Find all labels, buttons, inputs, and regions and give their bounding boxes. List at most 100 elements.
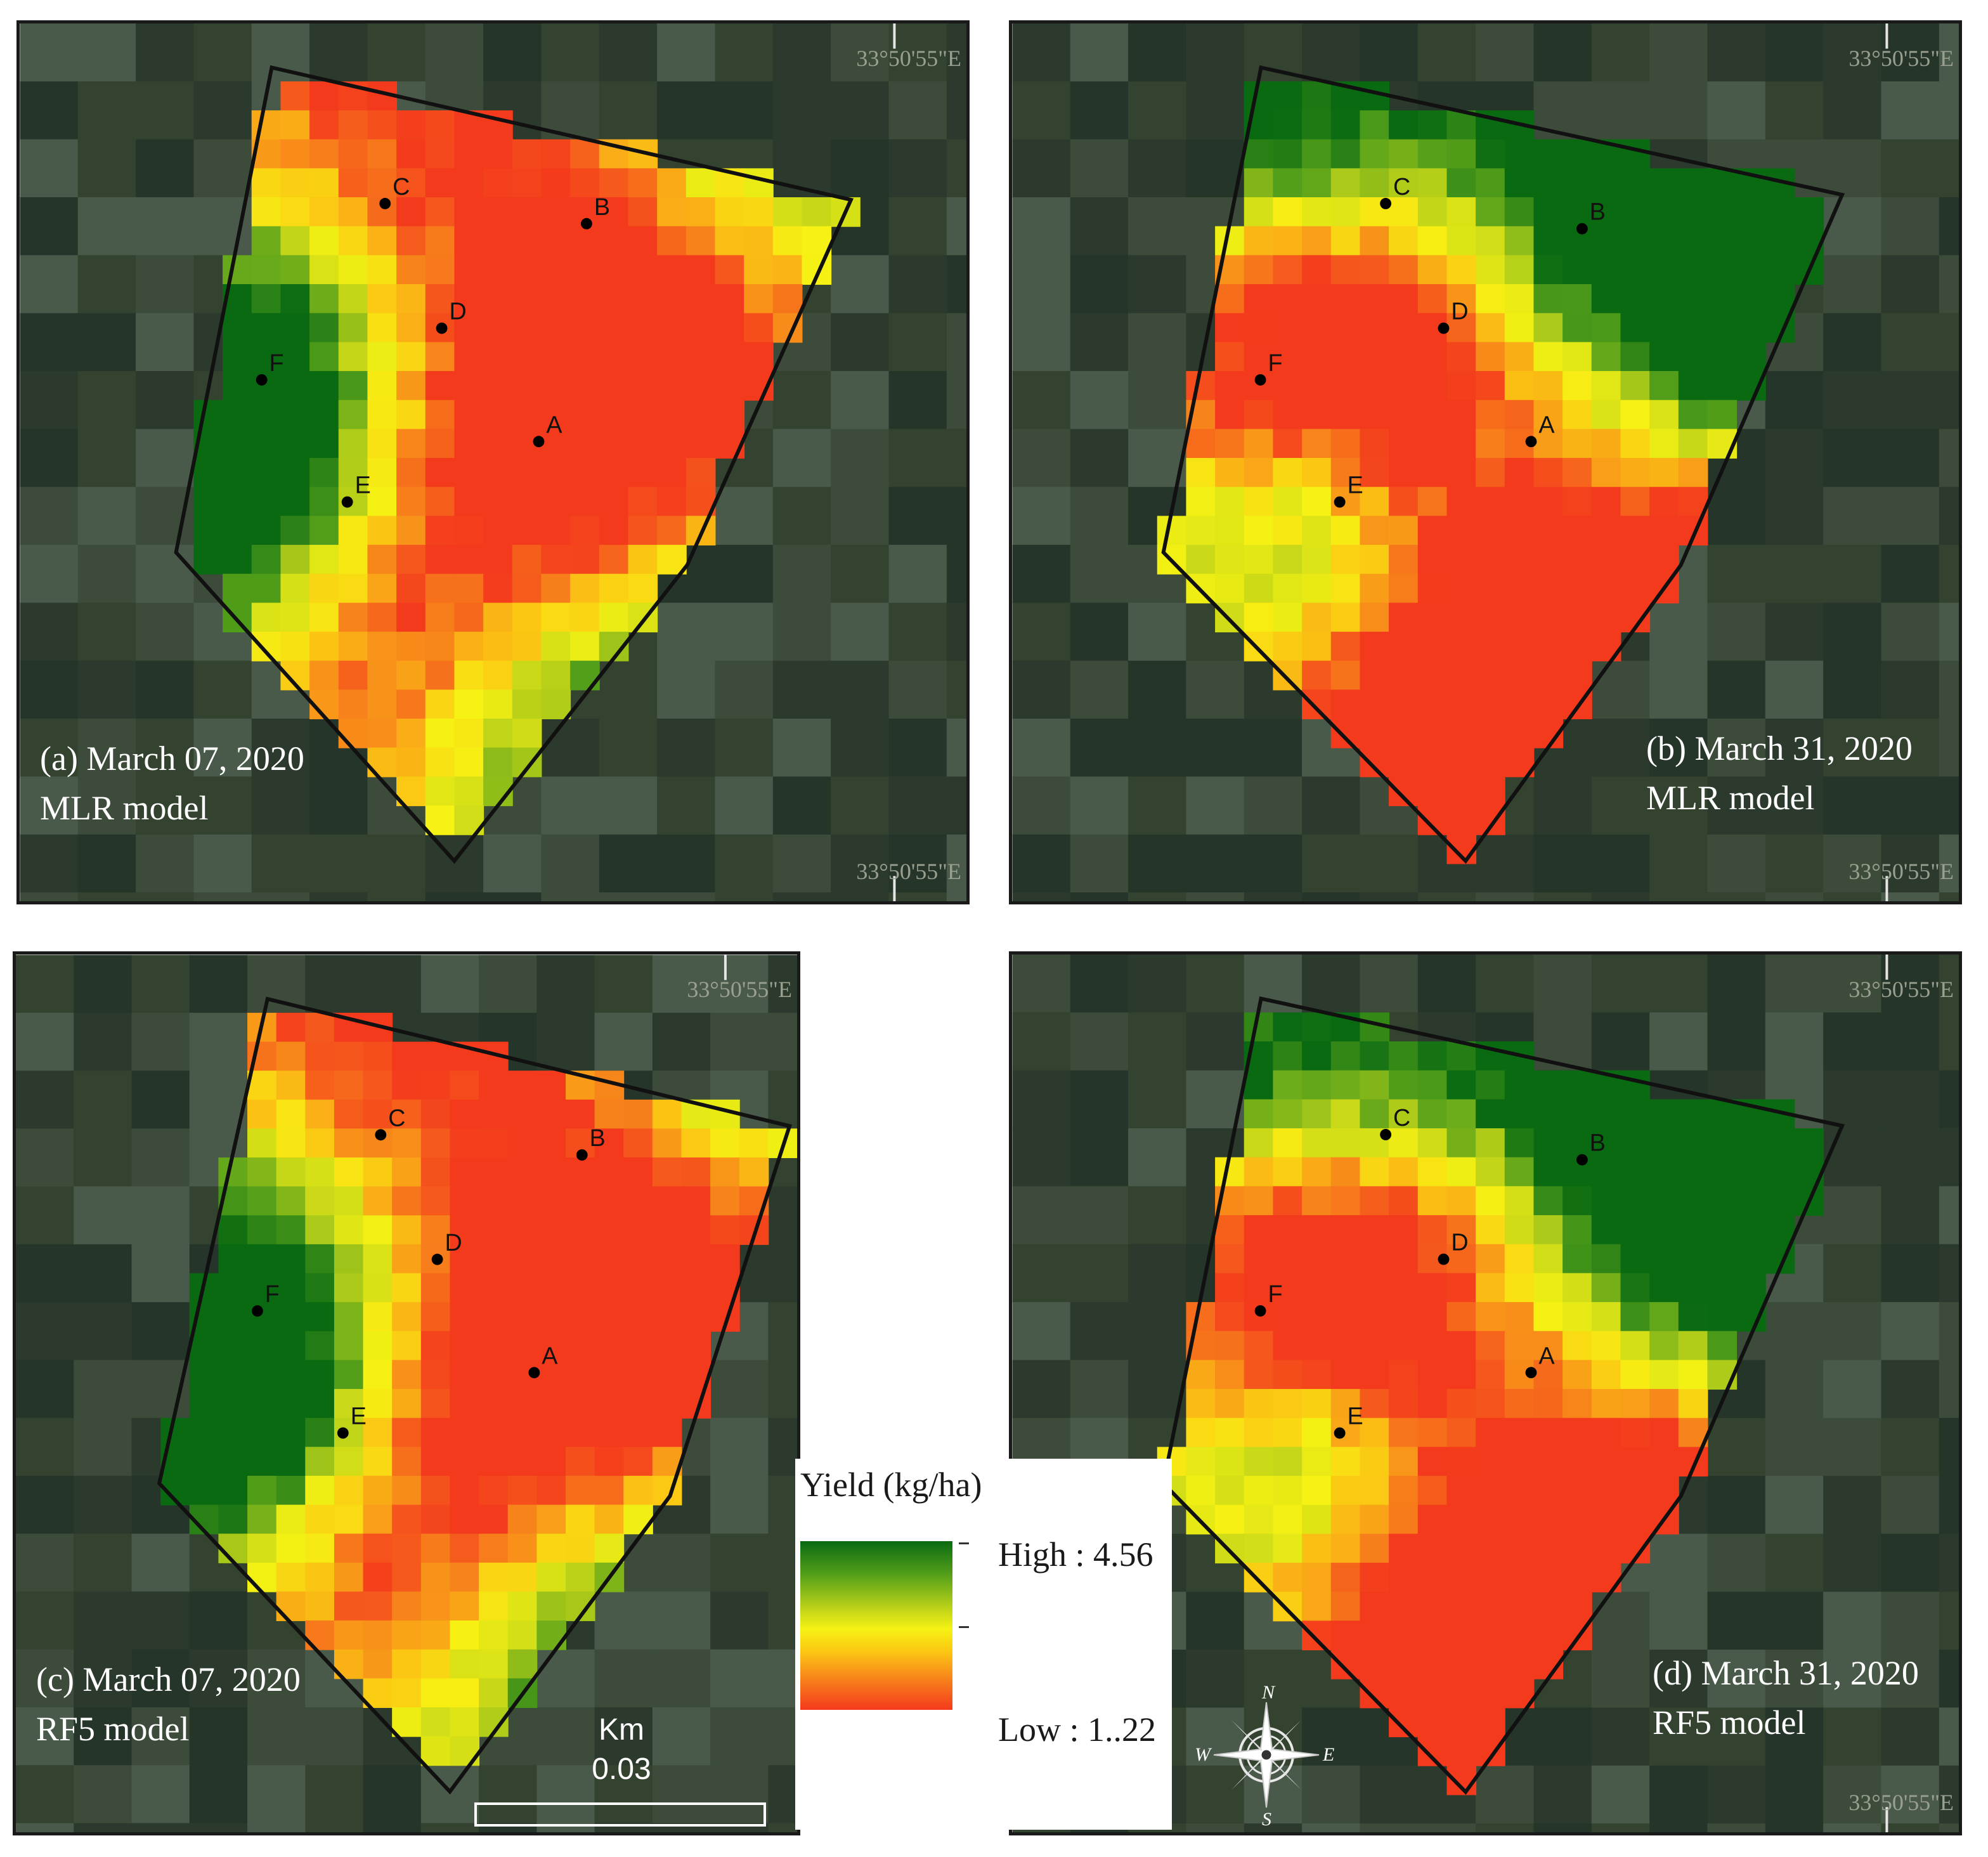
- yield-pixel: [276, 1360, 306, 1390]
- yield-pixel: [628, 255, 658, 285]
- yield-pixel: [1273, 1563, 1303, 1593]
- yield-pixel: [1330, 632, 1361, 661]
- yield-pixel: [425, 342, 455, 372]
- yield-pixel: [1736, 1215, 1766, 1245]
- sample-point-b: [576, 1149, 588, 1161]
- yield-pixel: [450, 1620, 480, 1650]
- yield-pixel: [1273, 284, 1303, 314]
- yield-pixel: [512, 719, 542, 748]
- yield-pixel: [1562, 1244, 1592, 1274]
- yield-pixel: [450, 1591, 480, 1622]
- yield-pixel: [1417, 1736, 1448, 1766]
- yield-pixel: [1215, 516, 1245, 546]
- yield-pixel: [1562, 632, 1592, 661]
- yield-pixel: [1504, 1128, 1535, 1158]
- yield-pixel: [715, 313, 745, 343]
- yield-pixel: [425, 139, 455, 169]
- yield-pixel: [1360, 1070, 1390, 1100]
- yield-pixel: [338, 371, 368, 401]
- yield-pixel: [1302, 660, 1332, 691]
- yield-pixel: [1620, 1128, 1651, 1158]
- yield-pixel: [1389, 1331, 1419, 1361]
- yield-pixel: [396, 429, 426, 459]
- yield-pixel: [1273, 1331, 1303, 1361]
- yield-pixel: [1591, 1331, 1621, 1361]
- yield-pixel: [483, 371, 513, 401]
- yield-pixel: [338, 573, 368, 604]
- yield-pixel: [193, 400, 224, 430]
- yield-pixel: [1649, 1186, 1679, 1216]
- yield-pixel: [744, 284, 774, 314]
- yield-pixel: [251, 197, 282, 227]
- sample-point-label-c: C: [1393, 173, 1410, 200]
- yield-pixel: [223, 342, 252, 372]
- yield-pixel: [1476, 429, 1505, 459]
- yield-pixel: [1273, 632, 1303, 661]
- yield-pixel: [628, 458, 658, 488]
- yield-pixel: [1707, 1273, 1738, 1303]
- yield-pixel: [280, 371, 311, 401]
- yield-pixel: [454, 545, 484, 575]
- yield-pixel: [1360, 1215, 1390, 1245]
- yield-pixel: [1562, 1447, 1592, 1477]
- yield-pixel: [1476, 689, 1505, 720]
- yield-pixel: [1417, 689, 1448, 720]
- sample-points: A B C D E F: [1254, 173, 1606, 508]
- yield-pixel: [1620, 342, 1651, 372]
- yield-pixel: [392, 1562, 422, 1593]
- sample-point-label-f: F: [1268, 1280, 1282, 1307]
- sample-point-f: [251, 1305, 263, 1317]
- yield-pixel: [1620, 1476, 1651, 1506]
- yield-pixel: [1620, 1389, 1651, 1419]
- yield-pixel: [1620, 1244, 1651, 1274]
- yield-pixel: [1446, 168, 1477, 199]
- yield-pixel: [1562, 1128, 1592, 1158]
- yield-pixel: [247, 1534, 277, 1563]
- yield-pixel: [1620, 1417, 1651, 1448]
- yield-pixel: [710, 1244, 740, 1274]
- yield-pixel: [1533, 1157, 1564, 1187]
- yield-pixel: [1186, 1447, 1216, 1477]
- yield-pixel: [570, 458, 600, 488]
- yield-pixel: [628, 226, 658, 256]
- yield-pixel: [1244, 516, 1274, 546]
- yield-pixel: [450, 1360, 480, 1390]
- yield-pixel: [483, 573, 513, 604]
- yield-pixel: [1273, 1128, 1303, 1158]
- yield-pixel: [1678, 1360, 1708, 1390]
- yield-pixel: [392, 1360, 422, 1390]
- yield-pixel: [681, 1157, 711, 1187]
- yield-pixel: [338, 429, 368, 459]
- yield-pixel: [1417, 719, 1448, 748]
- yield-pixel: [507, 1273, 538, 1303]
- legend-color-ramp: [800, 1541, 952, 1710]
- yield-pixel: [1330, 1504, 1361, 1535]
- yield-pixel: [1273, 1070, 1303, 1100]
- yield-pixel: [652, 1215, 682, 1245]
- yield-pixel: [1302, 226, 1332, 256]
- yield-pixel: [628, 371, 658, 401]
- graticule-tick: [893, 23, 896, 49]
- yield-pixel: [479, 1504, 509, 1535]
- yield-pixel: [1389, 1186, 1419, 1216]
- yield-pixel: [1736, 371, 1766, 401]
- yield-pixel: [628, 400, 658, 430]
- yield-pixel: [363, 1620, 393, 1650]
- yield-pixel: [193, 486, 224, 517]
- yield-pixel: [1244, 1331, 1274, 1361]
- yield-pixel: [1707, 197, 1738, 227]
- yield-pixel: [1649, 1476, 1679, 1506]
- yield-pixel: [1504, 719, 1535, 748]
- yield-pixel: [1244, 1186, 1274, 1216]
- yield-pixel: [1417, 516, 1448, 546]
- yield-pixel: [367, 400, 398, 430]
- yield-pixel: [392, 1649, 422, 1679]
- yield-pixel: [392, 1331, 422, 1361]
- yield-pixel: [1417, 1186, 1448, 1216]
- yield-pixel: [594, 1244, 625, 1274]
- yield-pixel: [1794, 1128, 1824, 1158]
- yield-pixel: [1562, 429, 1592, 459]
- yield-pixel: [1765, 1128, 1795, 1158]
- yield-pixel: [536, 1099, 566, 1130]
- yield-pixel: [565, 1389, 595, 1419]
